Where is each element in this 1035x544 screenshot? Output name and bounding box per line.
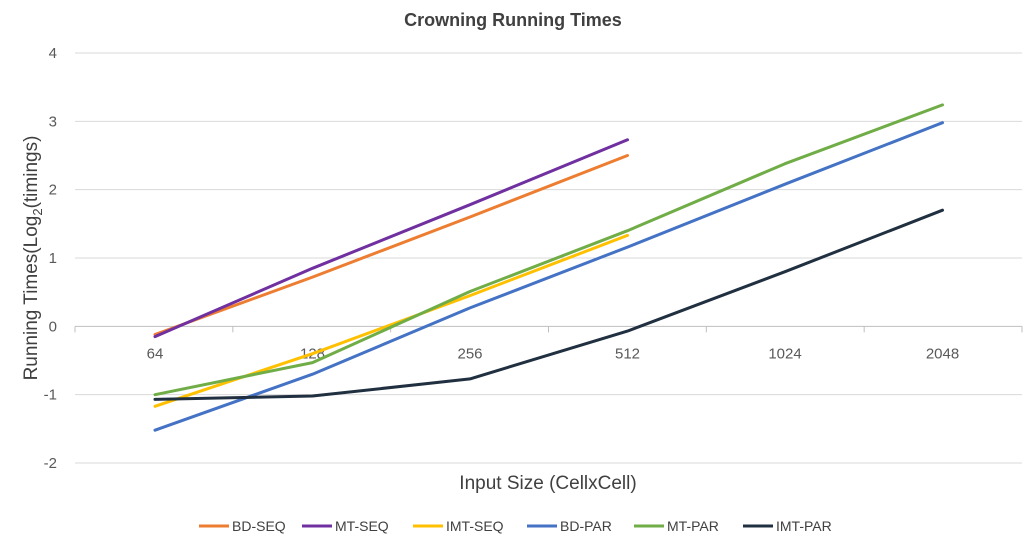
y-tick-label: -1 <box>44 387 57 404</box>
y-tick-label: 2 <box>49 182 57 199</box>
x-tick-label: 256 <box>457 345 482 362</box>
x-tick-labels: 64 128 256 512 1024 2048 <box>147 345 960 362</box>
series-line-bd-par <box>153 121 944 432</box>
x-axis <box>74 325 1023 333</box>
series-line-mt-seq <box>153 138 629 339</box>
legend-label-mt-seq: MT-SEQ <box>335 518 389 534</box>
x-tick-label: 2048 <box>926 345 959 362</box>
series-lines <box>153 103 944 432</box>
legend-label-bd-par: BD-PAR <box>560 518 612 534</box>
legend-label-bd-seq: BD-SEQ <box>232 518 286 534</box>
legend-label-mt-par: MT-PAR <box>667 518 719 534</box>
x-tick-label: 512 <box>615 345 640 362</box>
series-line-mt-par <box>153 103 944 397</box>
y-axis-title-tail: (timings) <box>21 136 42 209</box>
legend: BD-SEQ MT-SEQ IMT-SEQ BD-PAR MT-PAR IMT-PAR <box>199 518 832 534</box>
y-axis-title: Running Times(Log2(timings) <box>21 136 45 381</box>
y-axis-title-subscript: 2 <box>30 208 45 215</box>
x-tick-label: 64 <box>147 345 164 362</box>
legend-label-imt-par: IMT-PAR <box>776 518 832 534</box>
series-line-bd-seq <box>153 154 629 336</box>
x-axis-title: Input Size (CellxCell) <box>459 473 636 494</box>
legend-label-imt-seq: IMT-SEQ <box>446 518 504 534</box>
x-tick-label: 1024 <box>768 345 801 362</box>
y-axis-title-main: Running Times(Log <box>21 216 42 381</box>
y-tick-label: 0 <box>49 318 57 335</box>
y-tick-label: 1 <box>49 250 57 267</box>
y-tick-label: 3 <box>49 113 57 130</box>
chart-title: Crowning Running Times <box>404 10 622 30</box>
y-tick-labels: -2 -1 0 1 2 3 4 <box>44 45 57 472</box>
y-tick-label: -2 <box>44 455 57 472</box>
gridlines <box>75 52 1022 464</box>
series-line-imt-par <box>153 208 944 401</box>
y-tick-label: 4 <box>49 45 57 62</box>
